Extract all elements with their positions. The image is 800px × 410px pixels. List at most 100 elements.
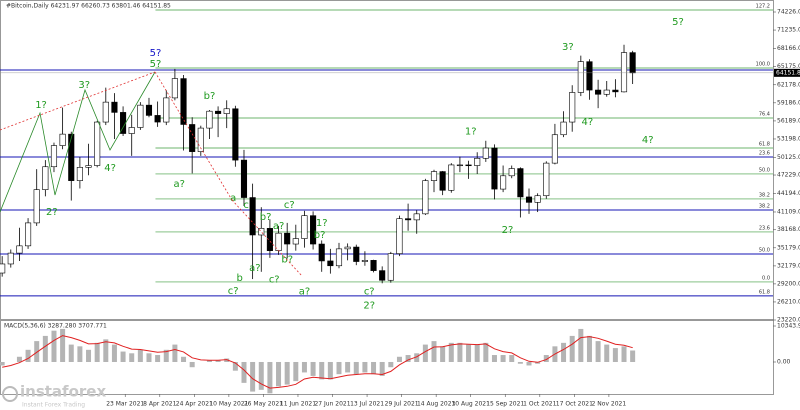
candle-body bbox=[595, 89, 602, 95]
y-tick-label: 44194.00 bbox=[777, 190, 800, 197]
last-price-box bbox=[774, 68, 800, 77]
wave-label: 4? bbox=[581, 117, 593, 128]
macd-bar bbox=[0, 361, 5, 366]
wave-label: 1? bbox=[35, 100, 47, 111]
y-tick-label: 71235.00 bbox=[777, 27, 800, 34]
level-label: 100.0 bbox=[756, 61, 770, 67]
candle-body bbox=[508, 168, 515, 177]
level-label: 38.2 bbox=[759, 192, 770, 198]
candle-body bbox=[0, 263, 6, 274]
candle-body bbox=[448, 164, 455, 191]
macd-bar bbox=[405, 355, 411, 362]
x-tick-label: 30 Aug 2021 bbox=[451, 401, 490, 408]
candle-body bbox=[59, 133, 66, 146]
candle-body bbox=[223, 108, 230, 114]
candle-body bbox=[439, 171, 446, 191]
wave-label: a? bbox=[299, 287, 310, 298]
candle-body bbox=[171, 78, 178, 99]
wave-label: b? bbox=[260, 212, 272, 223]
y-tick-label: 38168.00 bbox=[777, 226, 800, 233]
y-tick-label: 10343.91 bbox=[777, 323, 800, 330]
candle-body bbox=[7, 252, 14, 265]
x-tick-label: 8 Apr 2021 bbox=[143, 401, 176, 408]
macd-bar bbox=[51, 330, 57, 362]
candle-body bbox=[206, 110, 213, 129]
wave-label: 3? bbox=[562, 42, 574, 53]
candle-body bbox=[612, 89, 619, 93]
macd-bar bbox=[517, 361, 523, 364]
candle-body bbox=[128, 127, 135, 134]
last-price-label: 64151.85 bbox=[776, 69, 800, 76]
level-label: 76.4 bbox=[759, 111, 770, 117]
macd-bar bbox=[422, 344, 428, 362]
candle-body bbox=[413, 213, 420, 221]
macd-bar bbox=[457, 342, 463, 362]
wave-label: 2? bbox=[502, 225, 514, 236]
candle-body bbox=[85, 165, 92, 168]
candle-body bbox=[310, 215, 317, 245]
candle-body bbox=[620, 52, 628, 93]
x-tick-label: 24 Apr 2021 bbox=[176, 401, 213, 408]
macd-bar bbox=[414, 353, 420, 362]
macd-bar bbox=[16, 356, 22, 362]
level-label: 127.2 bbox=[756, 3, 770, 9]
macd-bar bbox=[25, 349, 31, 362]
wave-label: a bbox=[230, 193, 236, 204]
candle-body bbox=[491, 147, 498, 190]
candle-body bbox=[180, 78, 187, 125]
macd-bar bbox=[612, 348, 618, 362]
macd-bar bbox=[301, 361, 307, 373]
candle-body bbox=[258, 228, 265, 236]
y-tick-label: 74226.00 bbox=[777, 8, 800, 15]
macd-bar bbox=[206, 360, 212, 362]
macd-bar bbox=[466, 344, 472, 362]
macd-bar bbox=[474, 344, 480, 362]
candle-body bbox=[551, 134, 558, 164]
candle-body bbox=[422, 180, 429, 215]
macd-bar bbox=[345, 361, 351, 373]
wave-label: 3? bbox=[78, 80, 90, 91]
candle-body bbox=[102, 101, 109, 123]
y-tick-label: 62178.00 bbox=[777, 81, 800, 88]
macd-bar bbox=[561, 342, 567, 362]
y-tick-label: 53198.00 bbox=[777, 135, 800, 142]
wave-label: 1? bbox=[465, 127, 477, 138]
candle-body bbox=[560, 121, 567, 136]
macd-bar bbox=[569, 335, 575, 362]
wave-label: c bbox=[243, 200, 249, 211]
y-tick-label: 56189.00 bbox=[777, 117, 800, 124]
candle-body bbox=[603, 89, 610, 95]
macd-bar bbox=[111, 344, 117, 362]
y-tick-label: 29200.00 bbox=[777, 280, 800, 287]
wave-label: c? bbox=[284, 200, 295, 211]
y-tick-label: 26210.00 bbox=[777, 298, 800, 305]
candle-body bbox=[232, 108, 239, 161]
macd-bar bbox=[319, 361, 325, 380]
candle-body bbox=[137, 104, 144, 128]
logo-mark bbox=[2, 386, 18, 402]
macd-bar bbox=[94, 342, 100, 362]
macd-bar bbox=[155, 355, 161, 362]
macd-bar bbox=[353, 361, 359, 375]
candle-body bbox=[396, 218, 403, 254]
wave-label: 5? bbox=[150, 59, 162, 70]
candle-body bbox=[629, 52, 636, 74]
candle-body bbox=[387, 253, 394, 281]
x-tick-label: 2 Nov 2021 bbox=[592, 401, 627, 408]
y-tick-label: 59186.00 bbox=[777, 99, 800, 106]
candle-body bbox=[301, 215, 308, 239]
candle-body bbox=[569, 92, 576, 123]
wave-label: c? bbox=[269, 275, 280, 286]
macd-bar bbox=[232, 361, 238, 371]
price-panel: 74226.00 71235.00 68166.00 65175.00 62178.00… bbox=[0, 3, 800, 408]
x-tick-label: 13 Jul 2021 bbox=[350, 401, 384, 408]
wave-label: c? bbox=[228, 286, 239, 297]
candle-body bbox=[379, 270, 386, 281]
y-tick-label: 65175.00 bbox=[777, 63, 800, 70]
macd-bar bbox=[60, 328, 66, 362]
x-tick-label: 14 Aug 2021 bbox=[417, 401, 456, 408]
trend-line bbox=[154, 71, 233, 201]
macd-bar bbox=[578, 328, 584, 362]
candle-body bbox=[361, 260, 368, 262]
